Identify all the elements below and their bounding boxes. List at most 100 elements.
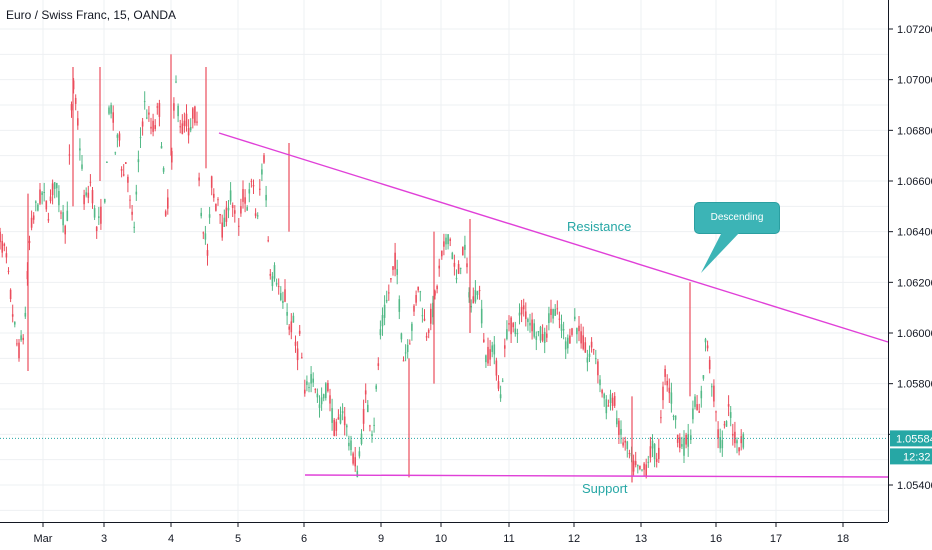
- candle-body: [480, 308, 483, 324]
- candle-up: [261, 163, 263, 182]
- candle-body: [674, 415, 677, 420]
- x-tick-label: 18: [837, 533, 849, 545]
- candle-up: [464, 235, 466, 259]
- candle-down: [231, 202, 234, 218]
- countdown-tag: 12:32: [890, 448, 932, 465]
- candle-up: [588, 345, 591, 363]
- candle-down: [388, 284, 390, 301]
- candle-down: [89, 174, 92, 187]
- candle-body: [425, 336, 428, 338]
- candle-up: [552, 308, 554, 324]
- candle-down: [49, 189, 52, 204]
- candle-body: [215, 203, 217, 211]
- candle-down: [198, 172, 200, 187]
- candle-body: [679, 437, 681, 449]
- candle-body: [516, 333, 519, 335]
- candle-down: [250, 178, 253, 188]
- candle-body: [298, 330, 301, 334]
- candle-down: [252, 179, 255, 195]
- candle-body: [381, 315, 384, 327]
- candle-up: [227, 200, 230, 219]
- candle-down: [120, 166, 123, 178]
- candle-body: [628, 453, 631, 455]
- candle-down: [333, 417, 335, 437]
- candle-down: [167, 189, 169, 215]
- candle-body: [277, 286, 280, 288]
- x-tick-label: 3: [101, 533, 107, 545]
- candle-body: [223, 217, 226, 227]
- candle-down: [569, 328, 571, 344]
- candle-body: [586, 357, 589, 363]
- candle-down: [238, 218, 240, 236]
- candle-up: [271, 272, 274, 291]
- support-line[interactable]: [304, 474, 889, 478]
- candle-up: [189, 118, 192, 133]
- candle-down: [95, 226, 98, 239]
- candle-down: [660, 410, 662, 424]
- candle-body: [649, 446, 652, 458]
- candle-body: [206, 250, 209, 256]
- candle-down: [51, 179, 54, 205]
- candle-down: [364, 383, 367, 404]
- candle-down: [298, 324, 301, 337]
- candle-down: [732, 423, 734, 446]
- candle-body: [135, 191, 138, 195]
- candle-body: [87, 192, 90, 198]
- candle-up: [451, 251, 454, 260]
- candle-body: [354, 457, 356, 467]
- candle-up: [516, 328, 519, 343]
- candle-down: [415, 290, 417, 306]
- candle-body: [436, 286, 438, 290]
- candle-up: [539, 325, 542, 343]
- candle-down: [483, 332, 485, 343]
- candle-body: [390, 278, 392, 280]
- candle-body: [122, 174, 125, 176]
- current-price-value: 1.05584: [896, 433, 932, 445]
- candle-up: [373, 417, 375, 433]
- candle-body: [609, 394, 612, 404]
- candle-body: [576, 328, 578, 335]
- candle-down: [713, 379, 715, 408]
- candle-body: [497, 381, 500, 389]
- candle-body: [692, 408, 694, 420]
- candle-down: [154, 119, 156, 132]
- candle-down: [164, 209, 167, 217]
- candle-body: [64, 225, 66, 235]
- candle-down: [192, 107, 194, 129]
- candle-down: [244, 189, 246, 213]
- candle-down: [645, 458, 647, 479]
- candle-up: [445, 233, 447, 250]
- candle-up: [66, 201, 69, 222]
- candle-down: [541, 324, 544, 343]
- y-tick-label: 1.06600: [897, 176, 932, 188]
- candle-body: [398, 299, 401, 312]
- candle-body: [476, 291, 479, 295]
- candle-down: [578, 316, 580, 342]
- candle-body: [35, 201, 37, 203]
- candle-up: [339, 406, 342, 425]
- candle-down: [478, 285, 481, 300]
- candle-up: [398, 295, 401, 320]
- candle-body: [560, 324, 563, 331]
- candle-down: [156, 102, 159, 115]
- candle-body: [453, 262, 456, 267]
- candle-body: [290, 321, 293, 333]
- y-tick-label: 1.06200: [897, 277, 932, 289]
- candle-up: [108, 105, 110, 116]
- resistance-line[interactable]: [218, 132, 889, 343]
- candle-up: [468, 287, 470, 303]
- candle-down: [618, 418, 620, 444]
- candle-down: [202, 231, 205, 240]
- candle-up: [690, 429, 692, 444]
- candle-down: [512, 321, 514, 333]
- candle-down: [362, 399, 365, 432]
- candle-body: [95, 226, 98, 232]
- candle-body: [470, 305, 472, 308]
- candle-down: [698, 403, 700, 413]
- candle-body: [535, 336, 538, 340]
- candle-up: [162, 166, 165, 174]
- candle-body: [645, 464, 647, 476]
- candle-up: [605, 395, 608, 420]
- candle-up: [641, 469, 643, 472]
